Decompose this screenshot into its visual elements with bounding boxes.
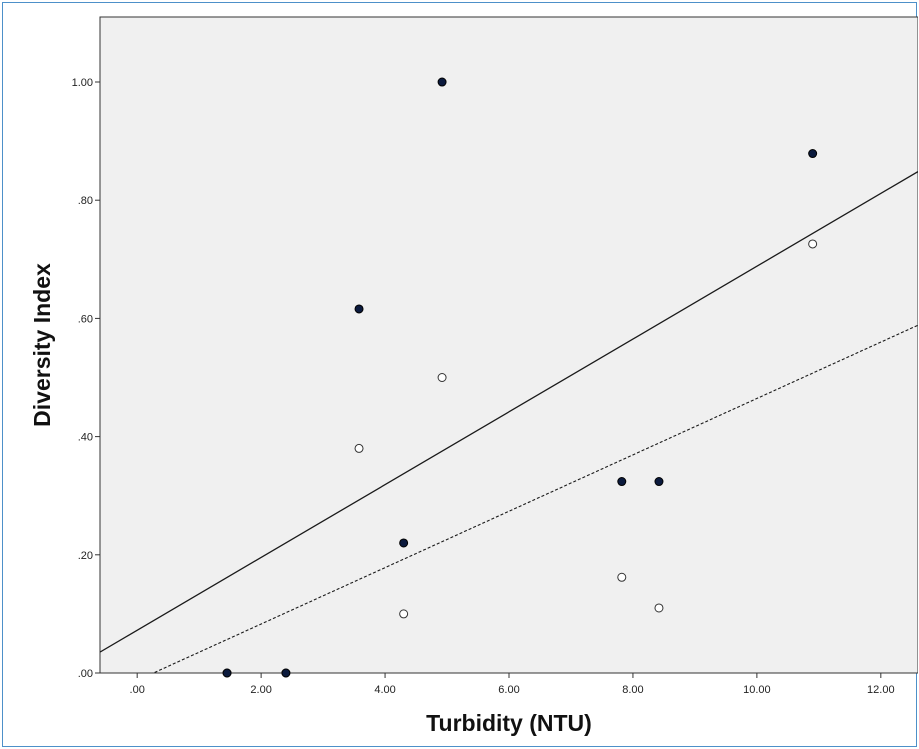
data-point-filled (281, 668, 291, 678)
data-point-filled (808, 149, 818, 159)
y-axis-title: Diversity Index (29, 263, 55, 427)
data-point-filled (354, 304, 364, 314)
data-point-hollow (654, 603, 664, 613)
data-point-filled (437, 77, 447, 87)
x-tick-label: 12.00 (867, 684, 895, 696)
data-points (222, 77, 818, 678)
y-tick-label: .80 (78, 195, 93, 207)
data-point-filled (617, 477, 627, 487)
data-point-filled (399, 538, 409, 548)
y-axis-ticks: .00 .20 .40 .60 .80 1.00 (72, 77, 100, 680)
data-point-hollow (617, 572, 627, 582)
fit-lines (100, 171, 918, 673)
x-axis-ticks: .00 2.00 4.00 6.00 8.00 10.00 12.00 (130, 673, 895, 696)
scatter-chart: .00 2.00 4.00 6.00 8.00 10.00 12.00 .00 .20 .40.… (29, 16, 918, 736)
fit-line-solid (100, 171, 918, 653)
data-point-filled (654, 477, 664, 487)
x-axis-title: Turbidity (NTU) (426, 710, 592, 736)
x-tick-label: 8.00 (622, 684, 643, 696)
y-tick-label: .00 (78, 668, 93, 680)
x-tick-label: 4.00 (374, 684, 395, 696)
x-tick-label: 10.00 (743, 684, 771, 696)
y-tick-label: .60 (78, 313, 93, 325)
data-point-filled (222, 668, 232, 678)
data-point-hollow (808, 239, 818, 249)
data-point-hollow (354, 443, 364, 453)
y-tick-label: 1.00 (72, 77, 93, 89)
data-point-hollow (399, 609, 409, 619)
x-tick-label: .00 (130, 684, 145, 696)
plot-area (99, 16, 918, 674)
x-tick-label: 2.00 (250, 684, 271, 696)
y-tick-label: .40 (78, 432, 93, 444)
y-tick-label: .20 (78, 550, 93, 562)
data-point-hollow (437, 373, 447, 383)
x-tick-label: 6.00 (498, 684, 519, 696)
